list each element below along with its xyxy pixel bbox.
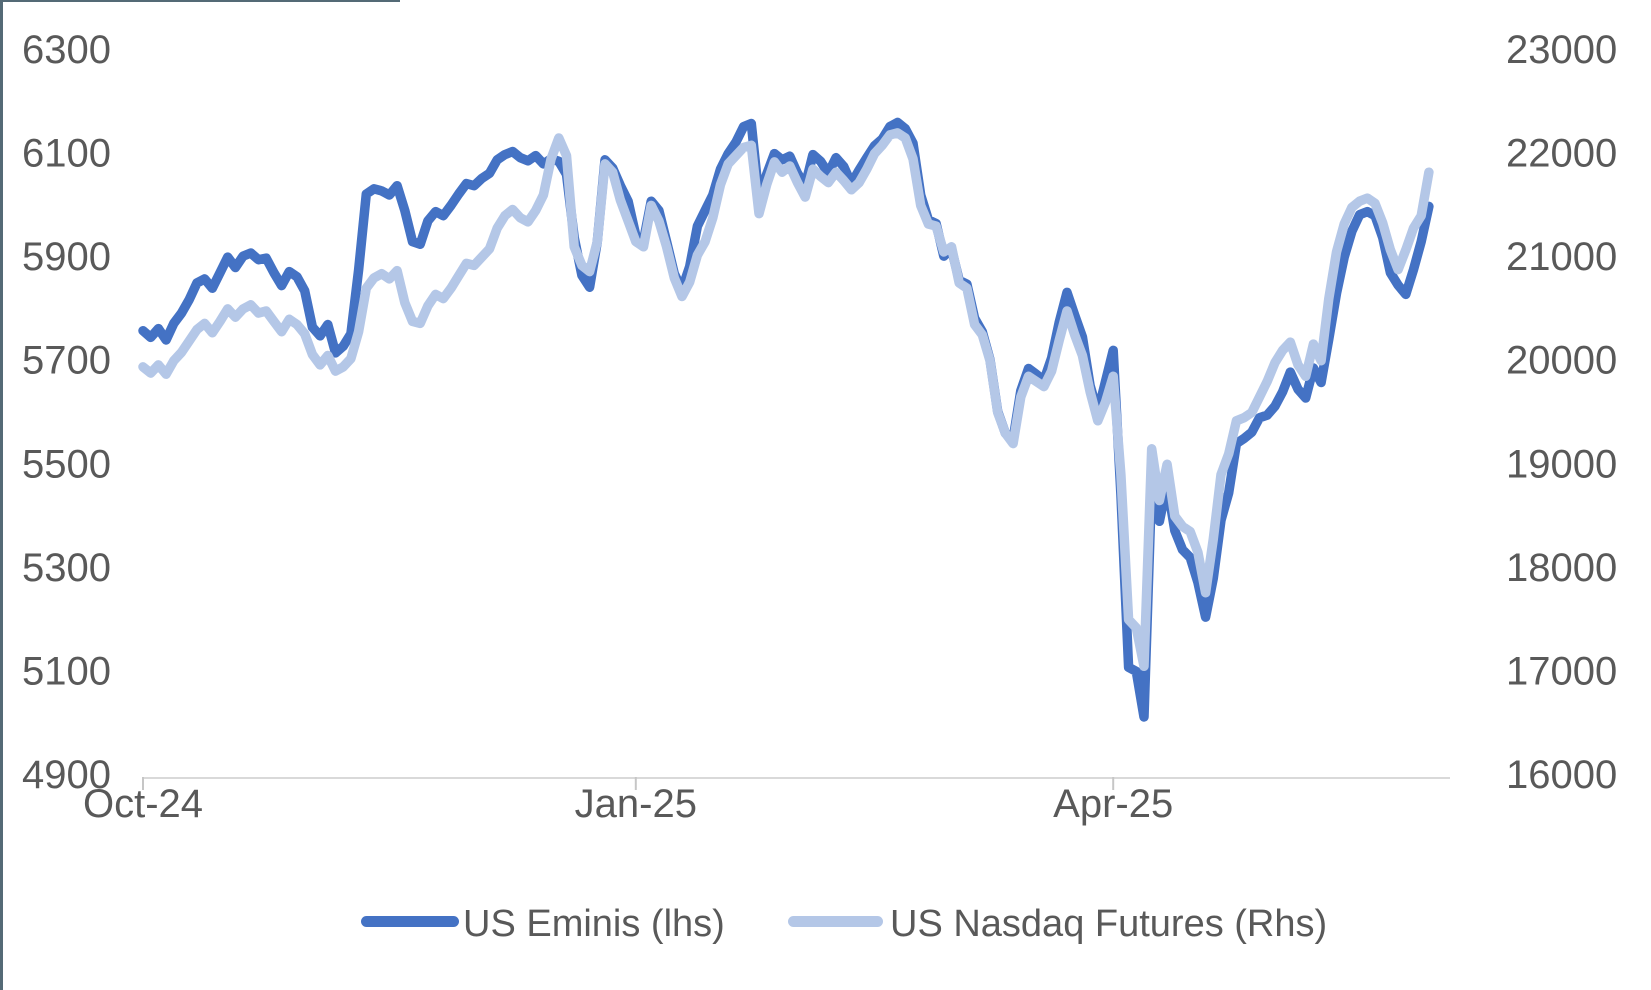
right-axis-tick-label: 22000 [1506, 132, 1617, 176]
right-axis-labels: 23000 22000 21000 20000 19000 18000 17000 16000 [1506, 28, 1617, 797]
left-axis-tick-label: 5700 [22, 339, 111, 383]
right-axis-tick-label: 18000 [1506, 546, 1617, 590]
top-border-line [0, 0, 400, 2]
x-axis-ticks [142, 777, 1115, 790]
legend-swatch-us-nasdaq-futures [788, 916, 883, 927]
legend-label-us-nasdaq-futures: US Nasdaq Futures (Rhs) [890, 903, 1327, 945]
legend: US Eminis (lhs) US Nasdaq Futures (Rhs) [361, 903, 1327, 945]
right-axis-tick-label: 21000 [1506, 235, 1617, 279]
left-axis-tick-label: 4900 [22, 753, 111, 797]
right-axis-tick-label: 23000 [1506, 28, 1617, 72]
series-lines [138, 117, 1434, 722]
right-axis-tick-label: 16000 [1506, 753, 1617, 797]
right-axis-tick-label: 19000 [1506, 442, 1617, 486]
left-axis-tick-label: 5100 [22, 649, 111, 693]
left-axis-labels: 6300 6100 5900 5700 5500 5300 5100 4900 [22, 28, 111, 797]
left-axis-tick-label: 5900 [22, 235, 111, 279]
left-border-line [0, 0, 3, 990]
legend-swatch-us-eminis [361, 916, 459, 927]
x-axis-tick-label: Apr-25 [1053, 782, 1173, 826]
legend-label-us-eminis: US Eminis (lhs) [463, 903, 725, 945]
left-axis-tick-label: 6300 [22, 28, 111, 72]
left-axis-tick-label: 5500 [22, 442, 111, 486]
left-axis-tick-label: 5300 [22, 546, 111, 590]
series-line-us-nasdaq-futures [138, 128, 1434, 672]
right-axis-tick-label: 20000 [1506, 339, 1617, 383]
x-axis-tick-label: Oct-24 [83, 782, 203, 826]
left-axis-tick-label: 6100 [22, 132, 111, 176]
right-axis-tick-label: 17000 [1506, 649, 1617, 693]
x-axis-tick-label: Jan-25 [575, 782, 697, 826]
series-line-us-eminis [138, 117, 1434, 722]
x-axis-labels: Oct-24 Jan-25 Apr-25 [83, 782, 1173, 826]
